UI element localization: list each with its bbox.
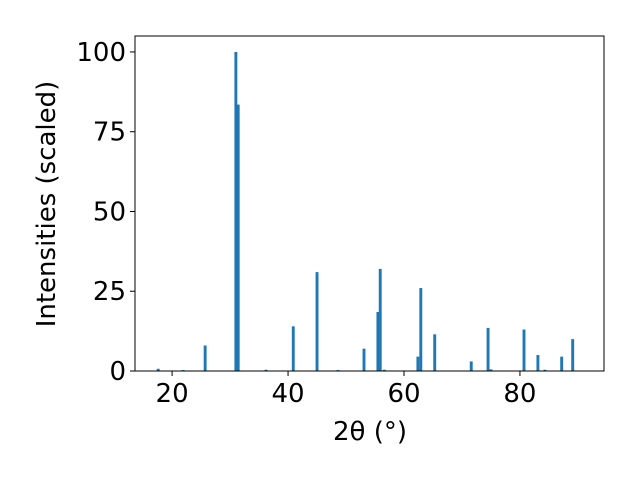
bar bbox=[203, 345, 207, 371]
x-tick-label: 20 bbox=[156, 379, 189, 409]
y-tick-label: 75 bbox=[93, 118, 126, 148]
bar bbox=[378, 268, 382, 371]
bar bbox=[486, 327, 490, 371]
bar bbox=[376, 311, 380, 371]
y-axis-label: Intensities (scaled) bbox=[32, 81, 62, 328]
bar bbox=[264, 369, 268, 371]
bar bbox=[571, 339, 575, 371]
x-tick-label: 60 bbox=[387, 379, 420, 409]
bar bbox=[419, 288, 423, 371]
bar bbox=[382, 369, 386, 371]
x-tick-label: 40 bbox=[272, 379, 305, 409]
bar bbox=[536, 355, 540, 371]
bar bbox=[560, 356, 564, 371]
bar bbox=[315, 272, 319, 371]
plot-frame bbox=[134, 35, 605, 372]
bar bbox=[489, 369, 493, 371]
y-tick-label: 25 bbox=[93, 277, 126, 307]
bar bbox=[543, 369, 547, 371]
bar bbox=[156, 368, 160, 371]
bar bbox=[291, 326, 295, 371]
bar bbox=[522, 329, 526, 371]
y-tick-label: 0 bbox=[109, 357, 126, 387]
bar bbox=[416, 356, 420, 371]
x-axis-label: 2θ (°) bbox=[333, 417, 407, 447]
bar bbox=[234, 51, 238, 371]
bar bbox=[433, 334, 437, 371]
y-tick-label: 100 bbox=[76, 38, 126, 68]
bar bbox=[362, 348, 366, 371]
x-tick-label: 80 bbox=[503, 379, 536, 409]
bar bbox=[236, 104, 240, 371]
bar bbox=[469, 361, 473, 371]
y-tick-label: 50 bbox=[93, 197, 126, 227]
